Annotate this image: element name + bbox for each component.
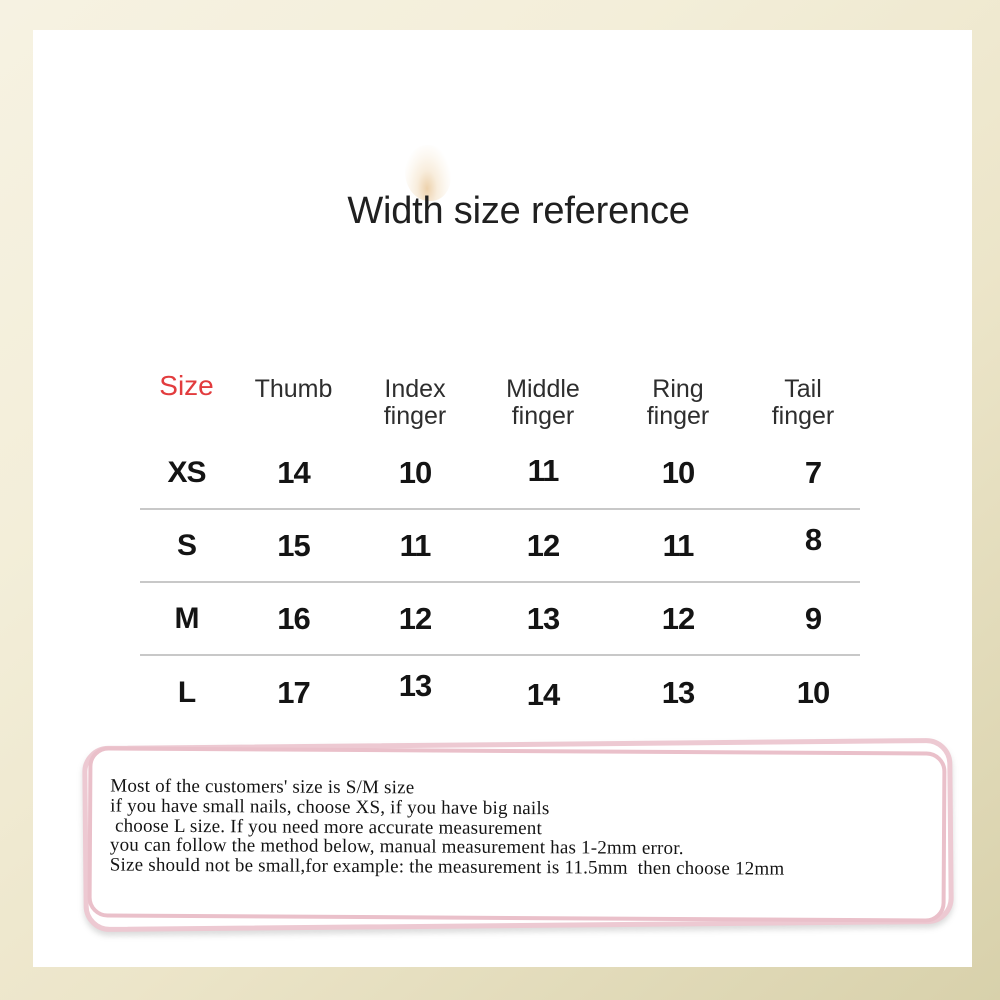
size-label: M: [174, 601, 200, 635]
column-header-line1: Index: [384, 375, 446, 403]
table-row-l: L 17 13 14 13 10: [140, 656, 860, 729]
content-area: Width size reference Size Thumb Index fi…: [33, 30, 972, 967]
column-header-line2: finger: [511, 402, 575, 430]
column-header-line2: finger: [646, 402, 710, 430]
size-label: XS: [167, 455, 206, 489]
size-value-tail: 8: [804, 521, 822, 557]
column-header-line2: finger: [771, 402, 835, 430]
column-header-line2: finger: [383, 402, 447, 430]
size-label: L: [177, 675, 196, 709]
column-header-line1: Tail: [784, 375, 822, 403]
column-header-ring-finger: Ring finger: [610, 370, 746, 437]
table-row-m: M 16 12 13 12 9: [140, 583, 860, 656]
size-value-ring: 10: [661, 454, 695, 490]
column-header-thumb: Thumb: [233, 370, 354, 437]
table-header-row: Size Thumb Index finger Middle finger Ri…: [140, 370, 860, 437]
size-value-thumb: 17: [277, 674, 310, 710]
table-row-xs: XS 14 10 11 10 7: [140, 437, 860, 510]
size-value-ring: 13: [661, 674, 695, 710]
size-value-middle: 13: [526, 600, 560, 636]
size-value-thumb: 15: [277, 527, 310, 563]
size-value-index: 11: [399, 527, 432, 563]
size-table: Size Thumb Index finger Middle finger Ri…: [140, 370, 860, 729]
size-value-index: 10: [398, 454, 432, 490]
watermark-smudge: [405, 145, 451, 201]
size-value-middle: 12: [526, 527, 560, 563]
size-value-thumb: 14: [277, 454, 310, 490]
size-value-ring: 11: [662, 527, 695, 563]
size-label: S: [176, 528, 197, 562]
note-text: Most of the customers' size is S/M size …: [109, 775, 785, 880]
size-value-tail: 10: [796, 674, 830, 710]
size-value-index: 13: [398, 667, 432, 703]
size-value-tail: 7: [804, 454, 822, 490]
size-value-ring: 12: [661, 600, 695, 636]
column-header-line1: Ring: [652, 375, 704, 403]
column-header-middle-finger: Middle finger: [476, 370, 610, 437]
column-header-line1: Thumb: [254, 375, 333, 403]
size-value-tail: 9: [804, 600, 822, 636]
note-box: Most of the customers' size is S/M size …: [87, 746, 947, 923]
column-header-size: Size: [159, 370, 214, 401]
column-header-line1: Middle: [506, 375, 580, 403]
size-value-middle: 14: [526, 676, 560, 712]
column-header-tail-finger: Tail finger: [746, 370, 860, 437]
size-value-thumb: 16: [277, 600, 310, 636]
table-row-s: S 15 11 12 11 8: [140, 510, 860, 583]
column-header-index-finger: Index finger: [354, 370, 476, 437]
size-value-index: 12: [398, 600, 432, 636]
page-title: Width size reference: [347, 190, 690, 232]
size-value-middle: 11: [527, 452, 560, 488]
